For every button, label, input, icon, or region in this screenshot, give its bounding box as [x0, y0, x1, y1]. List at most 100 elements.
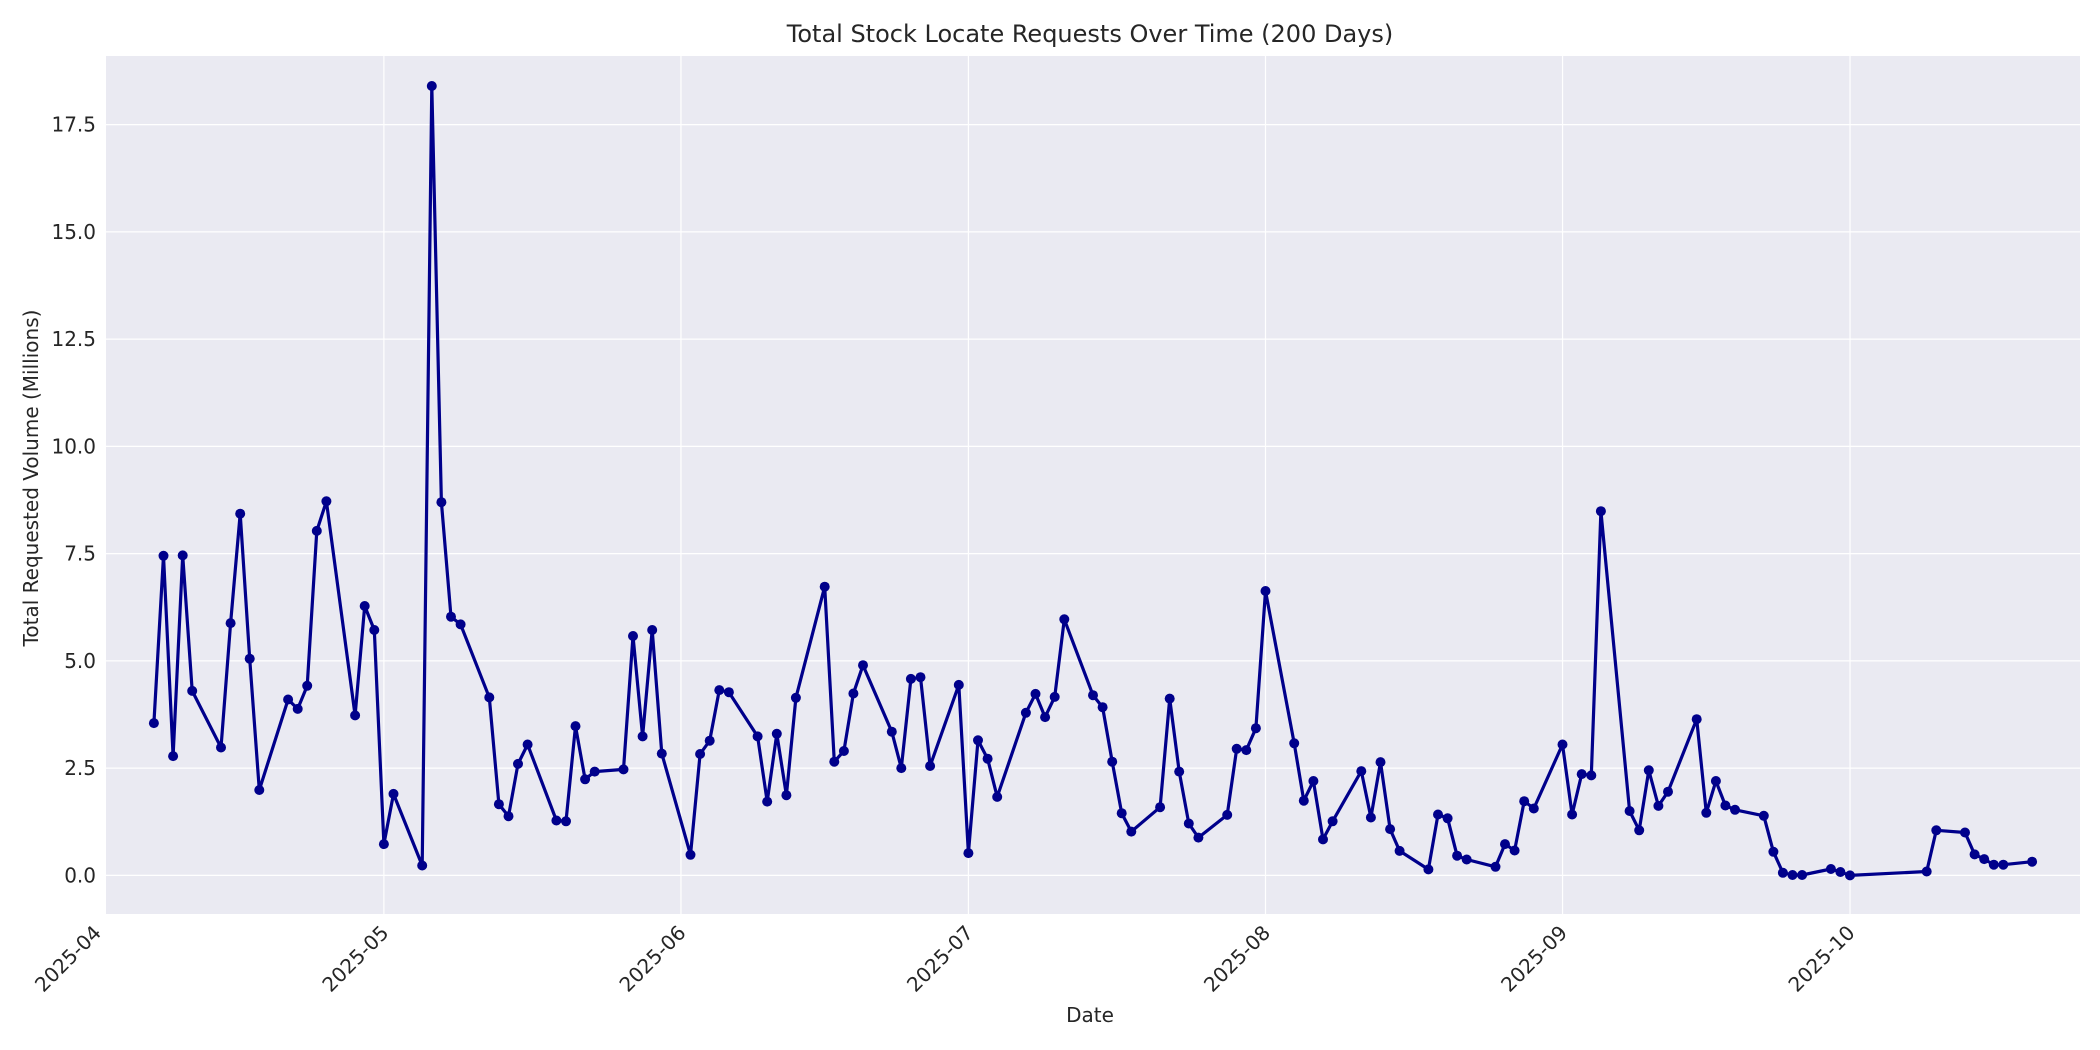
- data-point: [685, 849, 696, 860]
- data-point: [1557, 739, 1568, 750]
- data-point: [838, 746, 849, 756]
- data-point: [1768, 846, 1779, 857]
- data-point: [1020, 707, 1031, 718]
- data-point: [1960, 827, 1970, 838]
- y-axis-label: Total Requested Volume (Millions): [19, 310, 43, 648]
- data-point: [235, 508, 246, 519]
- series-line: [152, 84, 2033, 877]
- data-point: [1394, 845, 1405, 856]
- y-tick-label: 7.5: [64, 542, 96, 566]
- chart-title: Total Stock Locate Requests Over Time (2…: [786, 20, 1393, 48]
- data-point: [1318, 834, 1328, 845]
- data-point: [1126, 826, 1137, 837]
- data-point: [1442, 813, 1453, 824]
- data-point: [446, 611, 456, 622]
- data-point: [187, 685, 198, 696]
- data-point: [1241, 745, 1252, 756]
- data-point: [1231, 743, 1242, 754]
- x-tick-label: 2025-08: [1199, 921, 1275, 997]
- data-point: [216, 742, 226, 753]
- x-tick-label: 2025-07: [902, 921, 978, 997]
- data-point: [1030, 688, 1041, 699]
- data-point: [915, 672, 926, 683]
- data-point: [1375, 757, 1386, 768]
- x-tick-label: 2025-10: [1783, 921, 1859, 997]
- data-point: [283, 694, 294, 705]
- data-point: [1988, 859, 1999, 870]
- y-tick-label: 10.0: [51, 434, 96, 458]
- data-point: [1653, 800, 1664, 811]
- data-point: [388, 788, 399, 799]
- data-point: [752, 731, 763, 742]
- data-point: [896, 763, 907, 774]
- data-point: [168, 751, 179, 762]
- data-point: [953, 679, 964, 690]
- data-point: [1327, 816, 1338, 827]
- data-point: [1365, 812, 1376, 823]
- data-point: [513, 758, 523, 769]
- data-point: [292, 703, 303, 714]
- data-point: [1040, 712, 1051, 723]
- data-point: [436, 497, 447, 508]
- data-point: [1730, 804, 1740, 815]
- data-point: [1845, 870, 1855, 881]
- y-tick-label: 17.5: [51, 113, 96, 137]
- data-point: [1519, 796, 1530, 807]
- data-point: [886, 726, 897, 737]
- data-point: [1787, 870, 1798, 880]
- data-point: [1576, 769, 1587, 780]
- data-point: [426, 81, 437, 91]
- data-point: [321, 496, 332, 507]
- data-point: [1107, 756, 1118, 767]
- data-point: [580, 774, 591, 785]
- y-tick-label: 2.5: [64, 756, 96, 780]
- data-point: [1461, 854, 1472, 865]
- data-point: [1663, 786, 1673, 797]
- data-point: [1490, 861, 1501, 872]
- data-point: [656, 748, 667, 759]
- data-point: [1298, 795, 1309, 806]
- data-point: [1777, 867, 1788, 878]
- data-point: [637, 731, 648, 742]
- data-point: [848, 688, 859, 699]
- data-point: [771, 728, 782, 739]
- data-point: [244, 653, 255, 664]
- data-point: [992, 791, 1003, 802]
- data-point: [647, 625, 658, 635]
- data-point: [1634, 825, 1645, 836]
- data-point: [589, 766, 600, 777]
- data-point: [1979, 854, 1990, 865]
- data-point: [455, 619, 466, 630]
- x-tick-label: 2025-09: [1496, 921, 1572, 997]
- data-point: [350, 710, 361, 721]
- data-point: [1433, 809, 1443, 820]
- data-point: [819, 581, 830, 592]
- y-axis-ticks: 0.0 2.5 5.0 7.5 10.0 12.5 15.0 17.5: [51, 113, 96, 888]
- data-point: [628, 631, 638, 641]
- data-point: [225, 618, 236, 629]
- data-point: [1969, 849, 1980, 860]
- data-point: [1797, 870, 1808, 880]
- y-tick-label: 15.0: [51, 220, 96, 244]
- data-point: [858, 660, 868, 671]
- data-point: [1586, 770, 1597, 781]
- data-point: [551, 815, 562, 826]
- data-point: [1624, 806, 1635, 816]
- data-point: [1691, 714, 1702, 725]
- y-tick-label: 0.0: [64, 863, 96, 887]
- data-point: [493, 799, 504, 810]
- data-point: [570, 721, 581, 732]
- data-point: [369, 625, 380, 635]
- data-point: [1289, 738, 1300, 749]
- data-point: [982, 753, 993, 764]
- data-point: [1595, 506, 1606, 517]
- data-point: [1183, 818, 1194, 829]
- data-point: [1164, 693, 1175, 704]
- data-point: [1423, 864, 1434, 875]
- data-point: [1701, 807, 1712, 818]
- data-point: [503, 811, 514, 822]
- data-point: [829, 756, 840, 767]
- data-point: [790, 692, 801, 703]
- data-point: [762, 796, 773, 807]
- grid-lines: [95, 56, 2080, 914]
